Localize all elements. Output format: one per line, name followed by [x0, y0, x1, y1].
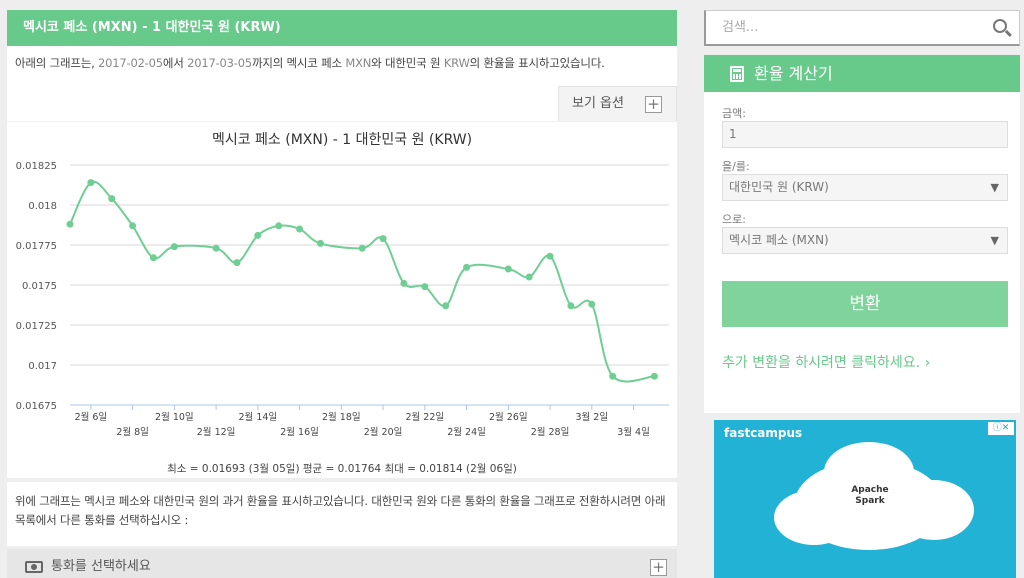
dropdown-arrow-icon: ▼: [990, 234, 999, 247]
data-point: [546, 252, 554, 260]
from-currency-select[interactable]: 대한민국 원 (KRW) ▼: [722, 174, 1008, 201]
currency-select-label: 통화를 선택하세요: [51, 559, 151, 574]
data-point: [650, 372, 658, 380]
y-tick-label: 0.017: [28, 361, 57, 372]
y-tick-label: 0.0175: [22, 281, 57, 292]
x-tick-label: 2월 22일: [405, 411, 444, 423]
x-tick-label: 3월 4일: [617, 426, 650, 438]
x-tick-label: 2월 14일: [239, 411, 278, 423]
data-point: [525, 273, 533, 281]
data-point: [149, 254, 157, 262]
data-point: [316, 239, 324, 247]
cloud-shape: [894, 480, 974, 540]
data-point: [108, 195, 116, 203]
x-tick-label: 3월 2일: [575, 411, 608, 423]
end-date: 2017-03-05: [187, 56, 252, 70]
search-icon[interactable]: [993, 19, 1007, 33]
y-tick-label: 0.01775: [16, 241, 57, 252]
series-line: [69, 180, 655, 383]
x-tick-label: 2월 12일: [197, 426, 236, 438]
x-tick-label: 2월 24일: [447, 426, 486, 438]
intro-section: 아래의 그래프는, 2017-02-05에서 2017-03-05까지의 멕시코…: [7, 46, 677, 121]
amount-label: 금액:: [722, 107, 746, 120]
data-point: [170, 243, 178, 251]
intro-text: 아래의 그래프는, 2017-02-05에서 2017-03-05까지의 멕시코…: [15, 56, 605, 70]
amount-input[interactable]: 1: [722, 121, 1008, 148]
ad-close-icon[interactable]: ⓘ✕: [988, 422, 1014, 435]
calculator-title: 환율 계산기: [754, 64, 833, 83]
advertisement[interactable]: fastcampus ⓘ✕ Apache Spark: [714, 420, 1016, 578]
data-point: [567, 302, 575, 310]
expand-plus-icon[interactable]: +: [650, 559, 667, 576]
currency-select-bar[interactable]: 통화를 선택하세요 +: [7, 549, 677, 578]
calculator-header: 환율 계산기: [704, 55, 1020, 92]
data-point: [421, 283, 429, 291]
start-date: 2017-02-05: [98, 56, 163, 70]
x-tick-label: 2월 26일: [489, 411, 528, 423]
data-point: [233, 259, 241, 267]
chart-svg: 멕시코 페소 (MXN) - 1 대한민국 원 (KRW) 0.01675 0.01…: [16, 132, 669, 475]
x-tick-label: 2월 28일: [531, 426, 570, 438]
main-column: 멕시코 페소 (MXN) - 1 대한민국 원 (KRW) 아래의 그래프는, …: [7, 10, 677, 578]
to-currency-value: 멕시코 페소 (MXN): [729, 233, 829, 247]
x-tick-label: 2월 20일: [364, 426, 403, 438]
data-point: [588, 300, 596, 308]
money-icon: [25, 561, 43, 573]
x-tick-label: 2월 18일: [322, 411, 361, 423]
ad-logo: fastcampus: [724, 426, 803, 440]
data-point: [609, 372, 617, 380]
cloud-shape: [774, 490, 854, 545]
from-currency-value: 대한민국 원 (KRW): [729, 180, 829, 194]
exchange-rate-chart: 멕시코 페소 (MXN) - 1 대한민국 원 (KRW) 0.01675 0.01…: [7, 121, 677, 478]
search-box: [704, 10, 1020, 46]
data-point: [254, 231, 262, 239]
to-label: 으로:: [722, 213, 746, 226]
data-point: [129, 222, 137, 230]
data-point: [275, 222, 283, 230]
x-tick-label: 2월 10일: [155, 411, 194, 423]
to-currency-select[interactable]: 멕시코 페소 (MXN) ▼: [722, 227, 1008, 254]
page-title: 멕시코 페소 (MXN) - 1 대한민국 원 (KRW): [7, 10, 677, 46]
data-point: [212, 244, 220, 252]
convert-button[interactable]: 변환: [722, 281, 1008, 327]
plus-icon: +: [645, 96, 662, 113]
cloud-shape: [824, 442, 914, 502]
dropdown-arrow-icon: ▼: [990, 181, 999, 194]
data-point: [463, 263, 471, 271]
data-point: [379, 235, 387, 243]
y-tick-label: 0.018: [28, 201, 57, 212]
search-input[interactable]: [706, 11, 976, 43]
chart-description: 위에 그래프는 멕시코 페소와 대한민국 원의 과거 환율을 표시하고있습니다.…: [7, 482, 677, 546]
chart-title: 멕시코 페소 (MXN) - 1 대한민국 원 (KRW): [212, 132, 472, 148]
x-tick-label: 2월 16일: [280, 426, 319, 438]
x-tick-label: 2월 6일: [75, 411, 108, 423]
from-label: 을/를:: [722, 160, 750, 173]
y-tick-label: 0.01825: [16, 161, 57, 172]
calculator-icon: [730, 66, 744, 82]
view-options-tab[interactable]: 보기 옵션 +: [558, 86, 677, 121]
more-conversions-link[interactable]: 추가 변환을 하시려면 클릭하세요. ›: [722, 355, 931, 371]
view-options-label: 보기 옵션: [572, 96, 624, 111]
data-point: [504, 265, 512, 273]
y-tick-label: 0.01675: [16, 401, 57, 412]
currency-calculator: 환율 계산기 금액: 1 을/를: 대한민국 원 (KRW) ▼ 으로: 멕시코…: [704, 55, 1020, 413]
data-point: [358, 244, 366, 252]
data-point: [87, 179, 95, 187]
y-tick-label: 0.01725: [16, 321, 57, 332]
ad-apache-spark-label: Apache Spark: [851, 485, 889, 506]
data-point: [296, 225, 304, 233]
data-point: [66, 220, 74, 228]
chart-stats: 최소 = 0.01693 (3월 05일) 평균 = 0.01764 최대 = …: [167, 462, 517, 475]
data-point: [400, 279, 408, 287]
data-point: [442, 302, 450, 310]
x-tick-label: 2월 8일: [116, 426, 149, 438]
